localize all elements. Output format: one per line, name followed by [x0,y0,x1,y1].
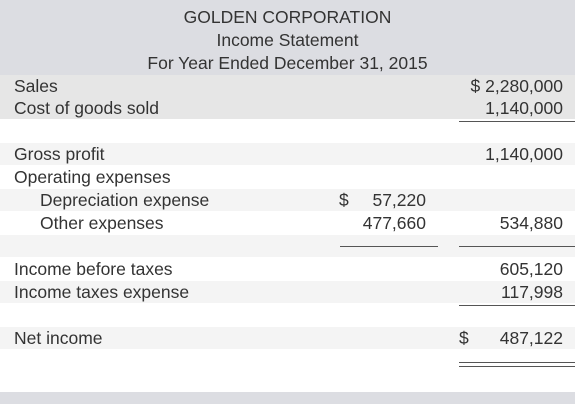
operating-subtotal-rule [340,246,438,247]
net-income-label: Net income [14,328,103,348]
depreciation-amount: 57,220 [372,190,426,210]
other-expenses-amount: 477,660 [362,213,426,233]
statement-period: For Year Ended December 31, 2015 [147,53,428,73]
depreciation-label: Depreciation expense [40,190,210,210]
statement-header: GOLDEN CORPORATION Income Statement For … [0,0,575,75]
income-taxes-amount: 117,998 [501,282,563,302]
net-income-double-rule-top [459,362,575,363]
row-band-taxes [0,281,575,303]
income-before-taxes-label: Income before taxes [14,259,173,279]
row-band-net-income [0,327,575,349]
income-before-taxes-amount: 605,120 [499,259,563,279]
row-band-other [0,212,575,234]
gross-profit-label: Gross profit [14,144,105,164]
cogs-label: Cost of goods sold [14,98,159,118]
row-band-gross-profit [0,143,575,165]
operating-total-rule [459,246,575,247]
row-band-cogs [0,97,575,119]
row-band-operating [0,166,575,188]
cogs-underline [459,121,575,122]
operating-expenses-total: 534,880 [499,213,563,233]
operating-expenses-label: Operating expenses [14,167,171,187]
sales-amount: $ 2,280,000 [470,76,563,96]
gross-profit-amount: 1,140,000 [485,144,563,164]
company-name: GOLDEN CORPORATION [183,7,392,27]
depreciation-currency: $ [339,190,349,210]
cogs-amount: 1,140,000 [485,98,563,118]
row-band-spacer-2 [0,235,575,257]
sales-label: Sales [14,76,58,96]
statement-title: Income Statement [216,30,359,50]
row-band-sales [0,75,575,97]
row-band-depreciation [0,189,575,211]
row-band-spacer-3 [0,304,575,326]
row-band-income-before [0,258,575,280]
taxes-underline [459,305,575,306]
other-expenses-label: Other expenses [40,213,164,233]
net-income-double-rule-bottom [459,366,575,367]
net-income-amount: 487,122 [499,328,563,348]
statement-footer [0,392,575,404]
row-band-spacer [0,121,575,143]
income-taxes-label: Income taxes expense [14,282,190,302]
net-income-currency: $ [459,328,469,348]
